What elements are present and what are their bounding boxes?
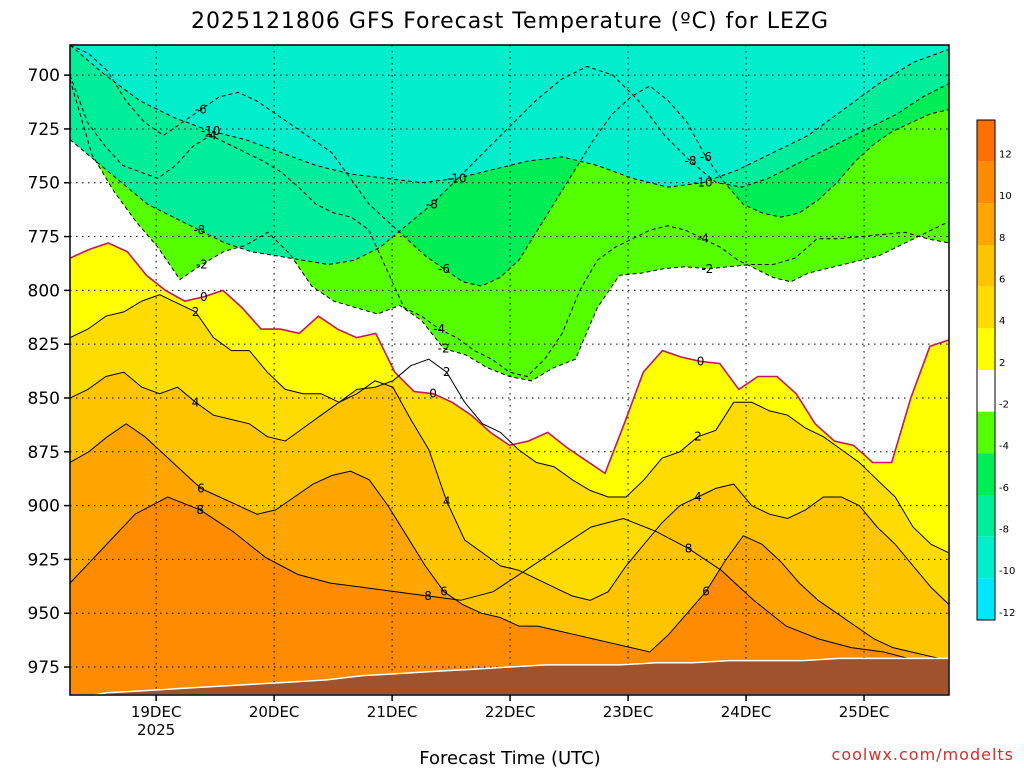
ytick-label-975: 975 (28, 658, 60, 678)
contour-label--2-0: -2 (196, 258, 208, 272)
contour-label-4-1: 4 (443, 494, 451, 508)
ytick-label-875: 875 (28, 443, 60, 463)
contour-label-8-2: 8 (685, 542, 693, 556)
colorbar-swatch--4 (977, 411, 995, 454)
ytick-label-725: 725 (28, 120, 60, 140)
contour-line-4 (70, 371, 949, 605)
xtick-label-19DEC: 19DEC (131, 703, 182, 721)
colorbar-tick-12: 12 (999, 150, 1012, 161)
colorbar-tick--4: -4 (999, 441, 1009, 452)
contour-line-6 (70, 423, 949, 662)
ytick-label-925: 925 (28, 550, 60, 570)
contour-label--6-0: -6 (195, 103, 207, 117)
time-axis: 19DEC 20DEC 21DEC 22DEC 23DEC 24DEC 25DEC 2025 (131, 695, 890, 739)
x-axis-label: Forecast Time (UTC) (419, 748, 600, 768)
contour-label--8-2: -8 (685, 154, 697, 168)
contour-label-0-1: 0 (429, 387, 437, 401)
colorbar-swatch--8 (977, 495, 995, 537)
fill-band--10 (70, 45, 949, 188)
colorbar-swatch--2 (977, 370, 995, 412)
contour-label--6-2: -6 (700, 150, 712, 164)
contour-label-4-0: 4 (192, 395, 200, 409)
ytick-label-950: 950 (28, 604, 60, 624)
credit-text: coolwx.com/modelts (832, 745, 1014, 764)
contour-label--2-2: -2 (701, 262, 713, 276)
colorbar-swatch-8 (977, 203, 995, 245)
xtick-label-23DEC: 23DEC (603, 703, 654, 721)
pressure-axis: 700 725 750 775 800 825 850 875 900 925 950 975 (28, 66, 70, 678)
contour-line--2 (70, 79, 949, 382)
xtick-label-20DEC: 20DEC (249, 703, 300, 721)
colorbar-swatch-2 (977, 328, 995, 370)
colorbar-swatch-6 (977, 245, 995, 287)
contour-label-4-2: 4 (694, 490, 702, 504)
xtick-year: 2025 (137, 721, 175, 739)
contour-label--8-1: -8 (426, 197, 438, 211)
contour-label-2-0: 2 (192, 305, 200, 319)
colorbar-tick-6: 6 (999, 275, 1005, 286)
colorbar-tick--8: -8 (999, 525, 1009, 536)
colorbar-tick-10: 10 (999, 191, 1012, 202)
contour-line-8 (70, 496, 949, 668)
contour-label-8-0: 8 (196, 503, 204, 517)
contour-label--4-1: -4 (433, 322, 445, 336)
ytick-label-900: 900 (28, 497, 60, 517)
colorbar-swatch-10 (977, 161, 995, 204)
terrain-fill (70, 657, 949, 695)
contour-label--10-2: -10 (693, 176, 713, 190)
contour-label--2-1: -2 (438, 342, 450, 356)
chart-title: 2025121806 GFS Forecast Temperature (ºC)… (191, 9, 829, 34)
colorbar-swatch--6 (977, 453, 995, 495)
contour-line--4 (70, 74, 949, 378)
colorbar-tick--2: -2 (999, 400, 1009, 411)
contour-label-6-1: 6 (440, 585, 448, 599)
colorbar-swatch-4 (977, 286, 995, 329)
ytick-label-850: 850 (28, 389, 60, 409)
colorbar-tick--6: -6 (999, 483, 1009, 494)
contour-label-2-2: 2 (694, 430, 702, 444)
contour-label--8-0: -8 (193, 223, 205, 237)
contour-lines (70, 45, 949, 668)
colorbar-tick--10: -10 (999, 566, 1015, 577)
contour-label--4-2: -4 (697, 232, 709, 246)
colorbar-swatch-12 (977, 120, 995, 162)
ytick-label-800: 800 (28, 281, 60, 301)
xtick-label-22DEC: 22DEC (485, 703, 536, 721)
colorbar-legend: 12 10 8 6 4 2 -2 -4 -6 -8 -10 -12 (976, 119, 1015, 621)
xtick-label-25DEC: 25DEC (839, 703, 890, 721)
ytick-label-775: 775 (28, 228, 60, 248)
contour-label--10-0: -10 (201, 124, 221, 138)
contour-label--6-1: -6 (438, 262, 450, 276)
contour-line--8 (70, 65, 949, 266)
colorbar-tick--12: -12 (999, 608, 1015, 619)
colorbar-tick-8: 8 (999, 233, 1005, 244)
contour-label-6-2: 6 (702, 585, 710, 599)
contour-line-0 (70, 242, 949, 475)
contour-line-2 (70, 294, 949, 554)
contour-label-0-0: 0 (200, 290, 208, 304)
colorbar-frame (976, 119, 996, 621)
xtick-label-24DEC: 24DEC (721, 703, 772, 721)
terrain-surface (70, 657, 949, 695)
contour-label-6-0: 6 (197, 481, 205, 495)
contour-label-8-1: 8 (424, 589, 432, 603)
pressure-gridlines (70, 45, 949, 695)
contour-label--4-0: -4 (205, 128, 217, 142)
ytick-label-700: 700 (28, 66, 60, 86)
colorbar-tick-4: 4 (999, 316, 1005, 327)
contour-label--10-1: -10 (447, 171, 467, 185)
colorbar-swatch--10 (977, 536, 995, 579)
xtick-label-21DEC: 21DEC (367, 703, 418, 721)
temperature-filled-contours (70, 45, 949, 695)
colorbar-swatch--12 (977, 578, 995, 620)
contour-label-2-1: 2 (443, 365, 451, 379)
contour-label-0-2: 0 (697, 354, 705, 368)
ytick-label-750: 750 (28, 174, 60, 194)
contour-line--6 (70, 45, 949, 287)
colorbar-tick-2: 2 (999, 358, 1005, 369)
ytick-label-825: 825 (28, 335, 60, 355)
